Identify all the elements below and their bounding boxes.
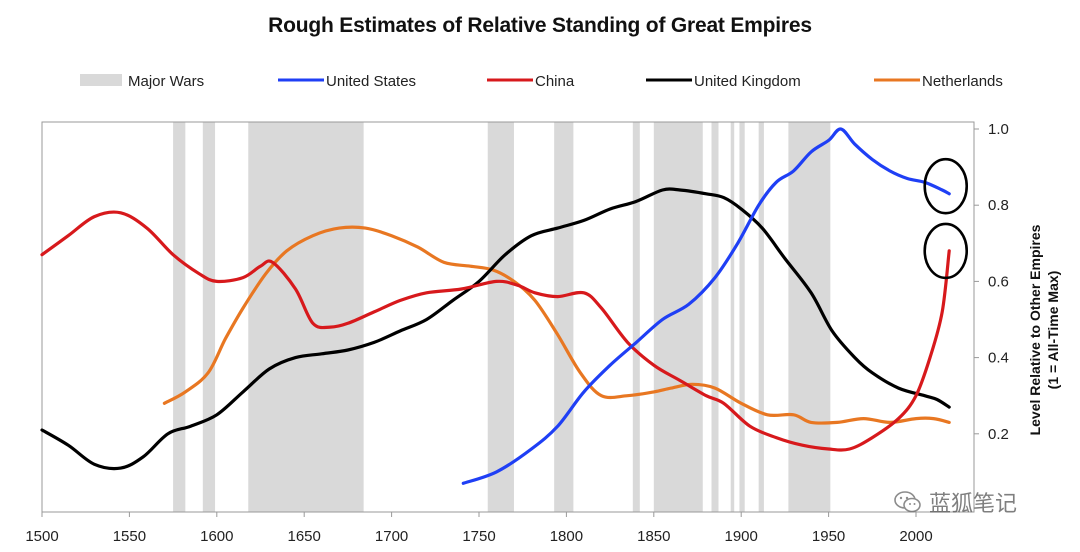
x-tick-label: 1650 — [288, 528, 321, 545]
series-line-united-states — [461, 127, 951, 485]
war-band — [739, 122, 745, 512]
wechat-icon — [894, 491, 921, 513]
watermark: 蓝狐笔记 — [893, 486, 1017, 518]
legend-label: Netherlands — [922, 73, 1003, 90]
legend-label: United Kingdom — [694, 73, 801, 90]
y-axis-subtitle: (1 = All-Time Max) — [1045, 271, 1061, 390]
annotations — [923, 157, 969, 280]
series-line-china — [40, 210, 951, 452]
legend-item-netherlands: Netherlands — [874, 73, 1003, 90]
y-axis-ticks: 1.0 0.8 0.6 0.4 0.2 — [974, 121, 1009, 443]
watermark-text: 蓝狐笔记 — [929, 491, 1018, 516]
chart-title: Rough Estimates of Relative Standing of … — [268, 14, 812, 37]
war-band — [632, 122, 640, 512]
legend-item-united-states: United States — [278, 73, 416, 90]
major-war-bands — [173, 122, 831, 512]
x-tick-label: 1850 — [637, 528, 670, 545]
y-tick-label: 0.8 — [988, 197, 1009, 214]
x-tick-label: 1550 — [113, 528, 146, 545]
legend-swatch — [80, 74, 122, 86]
war-band — [711, 122, 719, 512]
y-axis-label: Level Relative to Other Empires (1 = All… — [1027, 224, 1061, 435]
war-band — [758, 122, 764, 512]
war-band — [487, 122, 514, 512]
legend-item-china: China — [487, 73, 575, 90]
war-band — [248, 122, 364, 512]
x-axis-ticks: 1500 1550 1600 1650 1700 1750 1800 1850 1900 1950… — [25, 512, 933, 545]
legend-item-united-kingdom: United Kingdom — [646, 73, 801, 90]
legend-label: Major Wars — [128, 73, 204, 90]
x-tick-label: 1800 — [550, 528, 583, 545]
x-tick-label: 1500 — [25, 528, 58, 545]
war-band — [653, 122, 703, 512]
legend: Major Wars United States China United Kingd… — [80, 73, 1003, 90]
legend-label: China — [535, 73, 575, 90]
y-tick-label: 0.4 — [988, 350, 1009, 367]
war-band — [202, 122, 216, 512]
series-lines — [40, 127, 951, 485]
x-tick-label: 1900 — [725, 528, 758, 545]
legend-item-major-wars: Major Wars — [80, 73, 204, 90]
war-band — [730, 122, 735, 512]
war-band — [554, 122, 574, 512]
y-axis-title: Level Relative to Other Empires — [1027, 224, 1043, 435]
series-line-netherlands — [162, 225, 951, 425]
y-tick-label: 0.2 — [988, 426, 1009, 443]
war-band — [173, 122, 186, 512]
x-tick-label: 2000 — [899, 528, 932, 545]
y-tick-label: 1.0 — [988, 121, 1009, 138]
x-tick-label: 1600 — [200, 528, 233, 545]
plot-frame — [41, 121, 975, 513]
annotation-ellipse-china — [923, 222, 969, 280]
series-line-united-kingdom — [40, 187, 951, 471]
x-tick-label: 1700 — [375, 528, 408, 545]
y-tick-label: 0.6 — [988, 273, 1009, 290]
x-tick-label: 1950 — [812, 528, 845, 545]
annotation-ellipse-united-states — [923, 157, 969, 215]
legend-label: United States — [326, 73, 416, 90]
x-tick-label: 1750 — [462, 528, 495, 545]
